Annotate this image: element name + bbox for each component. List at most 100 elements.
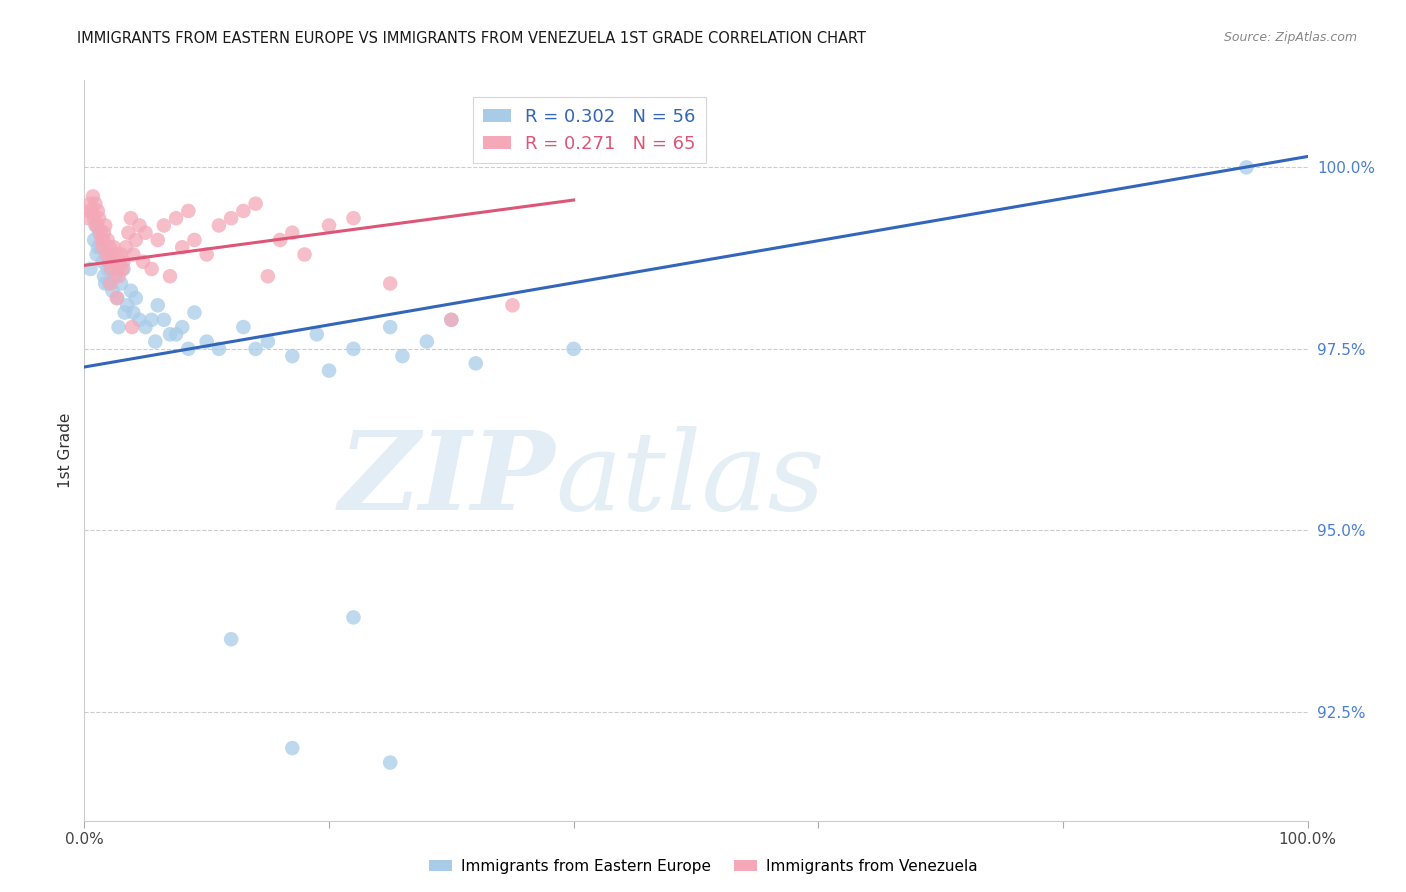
- Point: [380, 277, 402, 291]
- Point: [269, 233, 291, 247]
- Point: [98, 240, 121, 254]
- Point: [219, 632, 242, 647]
- Point: [86, 219, 108, 233]
- Point: [96, 247, 118, 261]
- Point: [117, 226, 139, 240]
- Legend: R = 0.302   N = 56, R = 0.271   N = 65: R = 0.302 N = 56, R = 0.271 N = 65: [472, 96, 706, 163]
- Point: [125, 291, 148, 305]
- Point: [416, 334, 439, 349]
- Point: [77, 211, 100, 226]
- Point: [281, 226, 304, 240]
- Point: [122, 247, 145, 261]
- Point: [97, 233, 120, 247]
- Point: [77, 203, 100, 218]
- Point: [110, 247, 132, 261]
- Point: [183, 233, 205, 247]
- Point: [172, 320, 194, 334]
- Point: [94, 277, 117, 291]
- Point: [93, 269, 115, 284]
- Point: [91, 233, 114, 247]
- Y-axis label: 1st Grade: 1st Grade: [58, 413, 73, 488]
- Point: [97, 262, 120, 277]
- Point: [245, 342, 267, 356]
- Point: [391, 349, 413, 363]
- Point: [318, 363, 340, 377]
- Point: [91, 254, 114, 268]
- Point: [87, 211, 110, 226]
- Point: [195, 334, 218, 349]
- Point: [172, 240, 194, 254]
- Point: [87, 226, 110, 240]
- Point: [96, 247, 118, 261]
- Point: [464, 356, 486, 370]
- Point: [380, 756, 402, 770]
- Point: [110, 277, 132, 291]
- Point: [141, 313, 163, 327]
- Point: [245, 196, 267, 211]
- Point: [120, 211, 142, 226]
- Point: [153, 313, 176, 327]
- Point: [380, 320, 402, 334]
- Point: [153, 219, 176, 233]
- Point: [342, 342, 364, 356]
- Point: [82, 189, 104, 203]
- Point: [84, 219, 107, 233]
- Point: [128, 313, 150, 327]
- Point: [89, 226, 111, 240]
- Point: [159, 269, 181, 284]
- Point: [132, 254, 155, 268]
- Point: [104, 254, 127, 268]
- Point: [146, 233, 169, 247]
- Point: [232, 203, 254, 218]
- Point: [121, 320, 143, 334]
- Point: [105, 262, 128, 277]
- Text: ZIP: ZIP: [339, 426, 555, 533]
- Point: [135, 226, 157, 240]
- Point: [125, 233, 148, 247]
- Point: [257, 334, 280, 349]
- Point: [146, 298, 169, 312]
- Point: [177, 342, 200, 356]
- Point: [104, 269, 127, 284]
- Point: [87, 240, 110, 254]
- Point: [159, 327, 181, 342]
- Text: Source: ZipAtlas.com: Source: ZipAtlas.com: [1223, 31, 1357, 45]
- Point: [208, 342, 231, 356]
- Point: [105, 291, 128, 305]
- Point: [94, 219, 117, 233]
- Point: [281, 349, 304, 363]
- Point: [281, 741, 304, 756]
- Point: [100, 277, 122, 291]
- Point: [86, 219, 108, 233]
- Point: [208, 219, 231, 233]
- Point: [115, 298, 138, 312]
- Point: [562, 342, 585, 356]
- Point: [87, 203, 110, 218]
- Point: [97, 277, 120, 291]
- Point: [97, 254, 120, 268]
- Point: [86, 247, 108, 261]
- Point: [84, 196, 107, 211]
- Point: [112, 262, 135, 277]
- Point: [105, 291, 128, 305]
- Point: [232, 320, 254, 334]
- Point: [141, 262, 163, 277]
- Text: atlas: atlas: [555, 426, 825, 533]
- Point: [1236, 161, 1258, 175]
- Point: [101, 284, 124, 298]
- Point: [219, 211, 242, 226]
- Point: [165, 211, 187, 226]
- Point: [93, 226, 115, 240]
- Point: [305, 327, 328, 342]
- Point: [342, 211, 364, 226]
- Point: [440, 313, 463, 327]
- Point: [89, 240, 111, 254]
- Point: [83, 211, 105, 226]
- Point: [100, 262, 122, 277]
- Point: [91, 240, 114, 254]
- Point: [100, 262, 122, 277]
- Point: [101, 247, 124, 261]
- Point: [318, 219, 340, 233]
- Point: [342, 610, 364, 624]
- Text: IMMIGRANTS FROM EASTERN EUROPE VS IMMIGRANTS FROM VENEZUELA 1ST GRADE CORRELATIO: IMMIGRANTS FROM EASTERN EUROPE VS IMMIGR…: [77, 31, 866, 46]
